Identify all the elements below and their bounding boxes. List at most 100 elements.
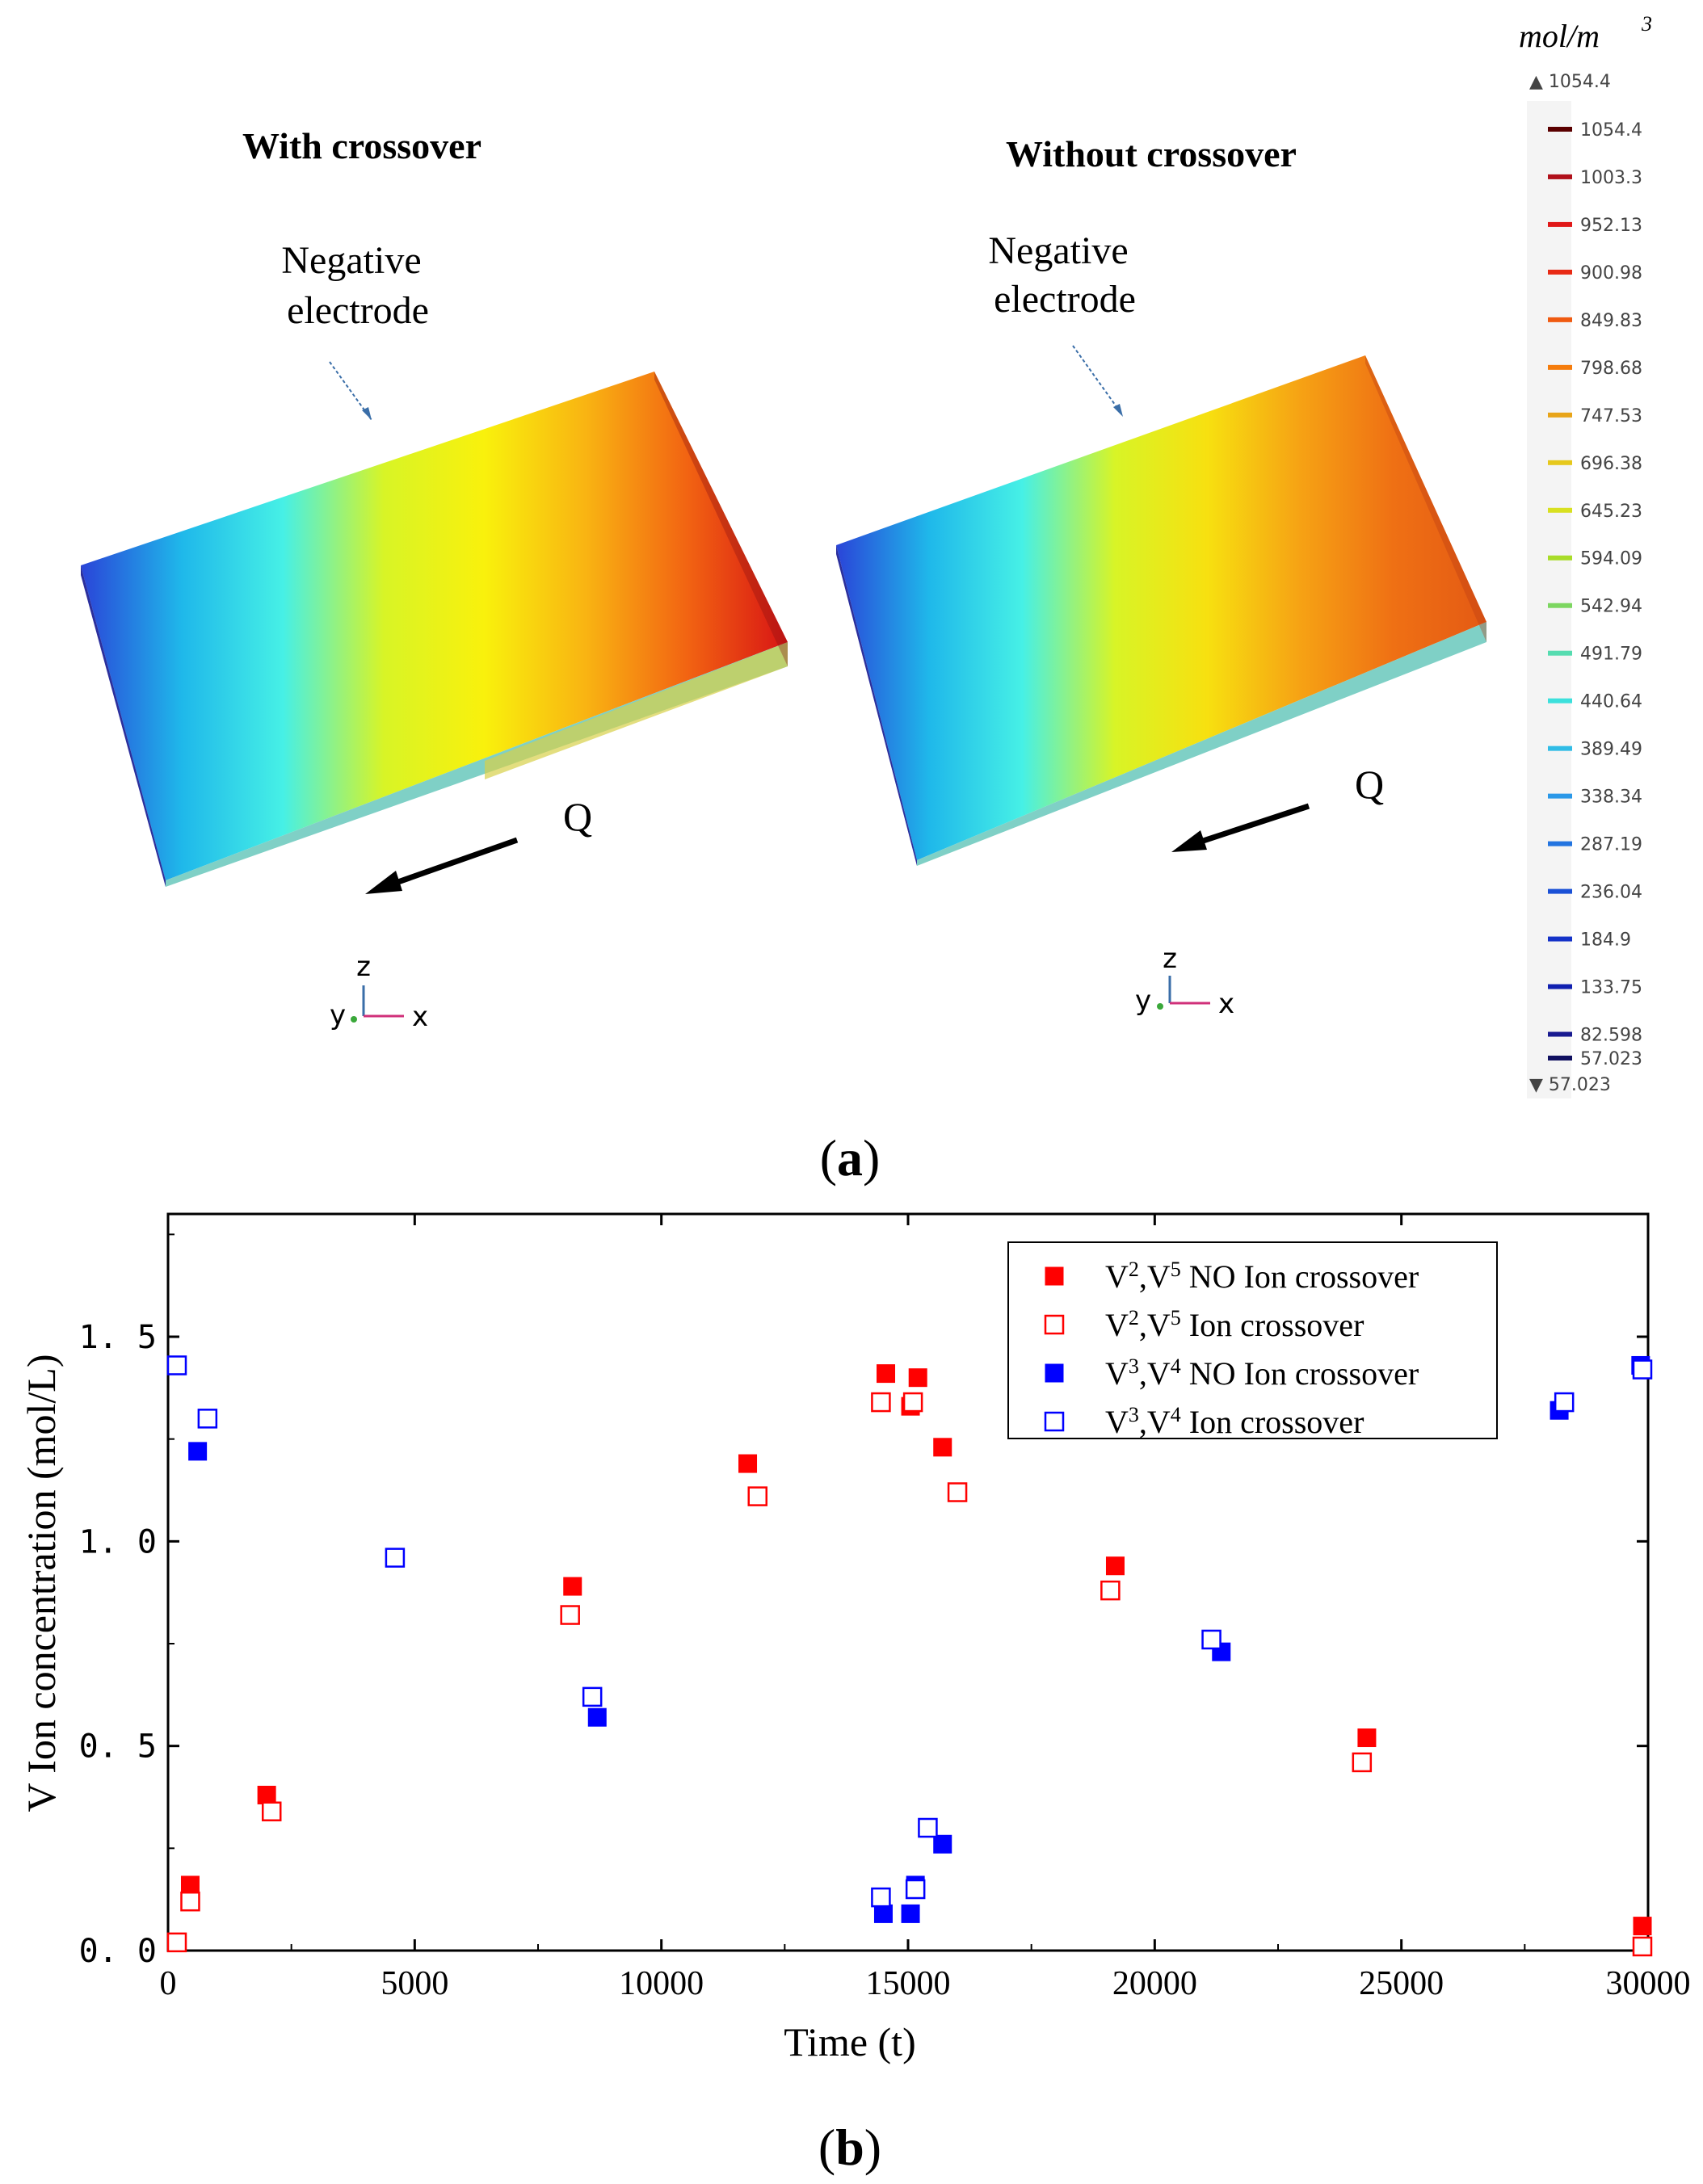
y-tick-label: 0. 5 — [79, 1728, 157, 1766]
colorbar-unit: mol/m — [1519, 18, 1600, 54]
x-tick-label: 30000 — [1606, 1965, 1691, 2002]
legend: V2,V5 NO Ion crossover V2,V5 Ion crossove… — [1007, 1241, 1498, 1440]
data-point — [871, 1887, 891, 1908]
negative-electrode-right-line1: Negative — [988, 229, 1128, 272]
data-point — [1201, 1629, 1222, 1650]
legend-label: V2,V5 Ion crossover — [1105, 1306, 1364, 1343]
colorbar-swatch — [1548, 1031, 1572, 1037]
data-point — [873, 1904, 893, 1923]
data-point — [947, 1482, 968, 1502]
slab-with-crossover: With crossover Negative electrode Q z y … — [81, 125, 788, 1033]
colorbar-swatch — [1548, 127, 1572, 132]
negative-electrode-label-line1: Negative — [281, 239, 421, 282]
colorbar-tick-label: 645.23 — [1580, 502, 1642, 522]
data-point — [257, 1785, 276, 1804]
legend-marker — [1044, 1314, 1065, 1335]
axis-triad-left: z y x — [330, 951, 428, 1033]
flow-arrow — [378, 837, 519, 892]
colorbar-tick-label: 491.79 — [1580, 645, 1642, 665]
electrode-pointer-head — [362, 407, 372, 420]
data-point — [560, 1605, 580, 1625]
panel-b-chart: 0 5000 10000 15000 20000 25000 30000 0. 0 0. 5 1.… — [19, 1212, 1691, 2176]
colorbar-unit-exp: 3 — [1641, 12, 1652, 36]
electrode-pointer — [329, 361, 372, 421]
colorbar-tick-label: 1003.3 — [1580, 168, 1642, 188]
colorbar-max: ▲ 1054.4 — [1529, 72, 1611, 92]
data-point — [197, 1409, 218, 1429]
colorbar-frame — [1527, 101, 1571, 1098]
negative-electrode-label-line2: electrode — [287, 289, 429, 332]
data-point — [1554, 1392, 1575, 1413]
colorbar-swatch — [1548, 936, 1572, 942]
data-point — [877, 1364, 896, 1384]
legend-marker — [1044, 1411, 1065, 1432]
data-point — [908, 1368, 927, 1388]
flow-label: Q — [563, 794, 592, 839]
data-point — [1632, 1936, 1653, 1957]
data-point — [918, 1817, 938, 1838]
data-point — [587, 1707, 607, 1727]
data-point — [747, 1486, 767, 1506]
title-with-crossover: With crossover — [242, 125, 481, 166]
slab-front-face-warm — [485, 642, 788, 779]
colorbar-tick-label: 798.68 — [1580, 359, 1642, 379]
legend-box — [1007, 1241, 1498, 1439]
data-point — [180, 1875, 200, 1895]
x-tick-label: 10000 — [619, 1965, 704, 2002]
data-point — [1632, 1359, 1653, 1380]
data-point — [166, 1932, 187, 1953]
x-tick-label: 15000 — [866, 1965, 951, 2002]
axis-x-label-right: x — [1218, 988, 1234, 1020]
colorbar-tick-label: 338.34 — [1580, 788, 1642, 808]
colorbar-swatch — [1548, 460, 1572, 465]
colorbar-swatch — [1548, 984, 1572, 989]
axis-z-label-right: z — [1163, 943, 1177, 975]
data-point — [738, 1454, 758, 1473]
colorbar-swatch — [1548, 269, 1572, 275]
colorbar-min: ▼ 57.023 — [1529, 1075, 1611, 1095]
slab-without-crossover: Without crossover Negative electrode Q z… — [836, 133, 1486, 1020]
colorbar-swatch — [1548, 841, 1572, 846]
data-point — [1352, 1752, 1373, 1773]
colorbar-tick-label: 440.64 — [1580, 692, 1642, 712]
data-point — [385, 1548, 406, 1568]
data-point — [905, 1879, 926, 1900]
panel-a-letter: a — [837, 1129, 863, 1186]
colorbar-tick-label: 900.98 — [1580, 263, 1642, 284]
panel-a-label: (a) — [820, 1129, 881, 1186]
colorbar-swatch — [1548, 650, 1572, 656]
colorbar-tick-label: 236.04 — [1580, 883, 1642, 903]
data-point — [901, 1904, 920, 1923]
colorbar-swatch — [1548, 698, 1572, 704]
colorbar-swatch — [1548, 603, 1572, 608]
legend-label: V2,V5 NO Ion crossover — [1105, 1258, 1419, 1295]
colorbar-tick-label: 1054.4 — [1580, 120, 1642, 141]
colorbar-tick-label: 82.598 — [1580, 1026, 1642, 1046]
data-point — [188, 1442, 208, 1461]
slab-left-face — [81, 565, 166, 887]
data-point — [180, 1891, 200, 1912]
data-point — [902, 1392, 923, 1413]
colorbar: mol/m 3 ▲ 1054.4 1054.4 1003.3 952.13 900.9… — [1519, 12, 1652, 1098]
flow-arrow-head — [365, 871, 402, 894]
x-tick-label: 20000 — [1112, 1965, 1197, 2002]
y-tick-label: 1. 5 — [79, 1319, 157, 1356]
colorbar-tick-label: 389.49 — [1580, 740, 1642, 760]
x-tick-label: 0 — [160, 1965, 177, 2002]
colorbar-tick-label: 542.94 — [1580, 597, 1642, 617]
colorbar-swatch — [1548, 507, 1572, 513]
colorbar-tick-label: 594.09 — [1580, 549, 1642, 569]
panel-a-simulation: With crossover Negative electrode Q z y … — [81, 12, 1652, 1186]
data-point — [166, 1355, 187, 1376]
legend-marker — [1045, 1266, 1064, 1286]
colorbar-swatch — [1548, 221, 1572, 227]
colorbar-tick-label: 747.53 — [1580, 406, 1642, 426]
colorbar-swatch — [1548, 555, 1572, 561]
axis-y-label-right: y — [1135, 985, 1151, 1017]
legend-label: V3,V4 NO Ion crossover — [1105, 1354, 1419, 1392]
colorbar-tick-label: 133.75 — [1580, 978, 1642, 998]
colorbar-swatch — [1548, 1056, 1572, 1060]
x-tick-label: 25000 — [1359, 1965, 1444, 2002]
colorbar-tick-label: 287.19 — [1580, 835, 1642, 855]
